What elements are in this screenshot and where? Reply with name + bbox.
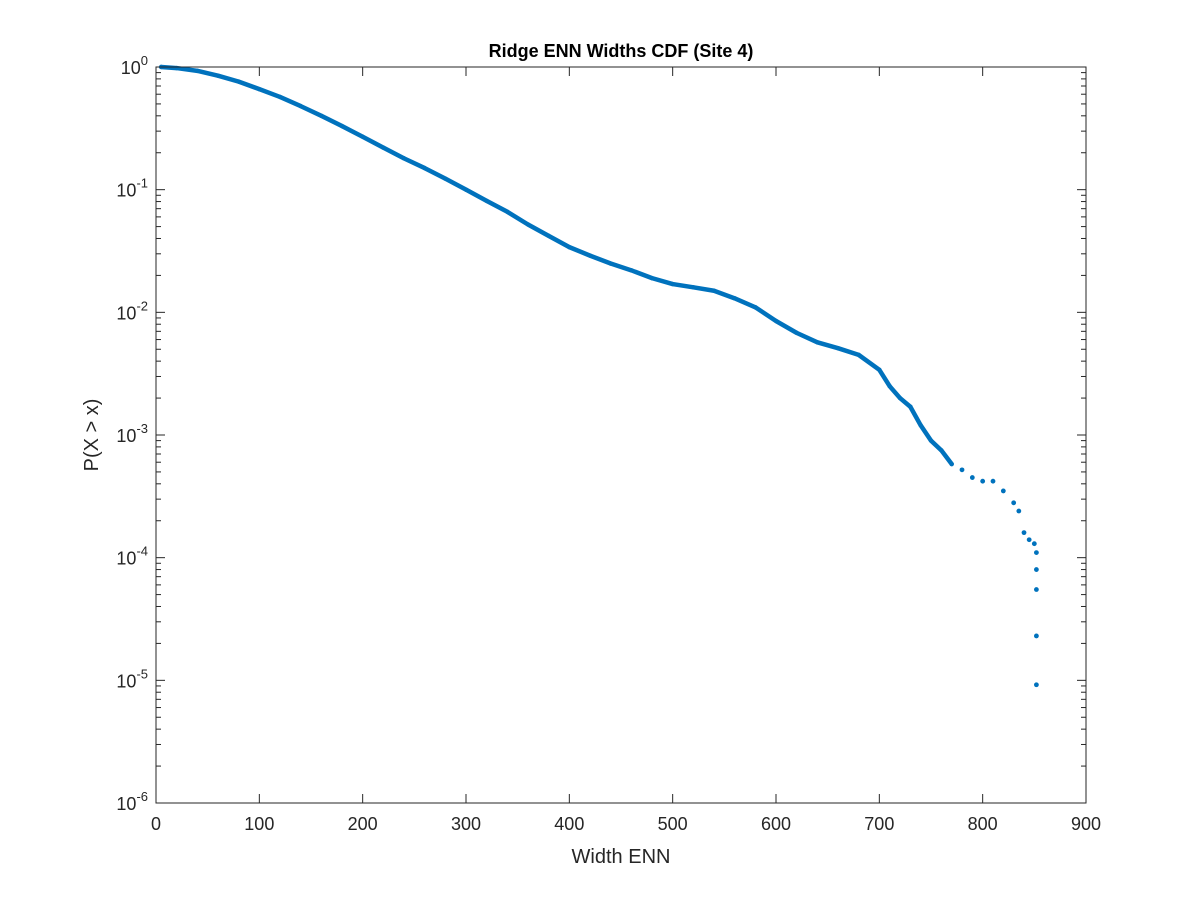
- plot-background: [156, 67, 1086, 803]
- y-tick-label: 100: [121, 53, 148, 78]
- data-point: [546, 233, 551, 239]
- data-series: [158, 64, 1039, 688]
- x-tick-label: 600: [761, 814, 791, 834]
- data-point: [1021, 530, 1027, 536]
- data-point: [608, 261, 613, 266]
- y-axis-label: P(X > x): [81, 399, 103, 472]
- x-tick-label: 900: [1071, 814, 1101, 834]
- data-point: [1031, 541, 1037, 547]
- data-point: [691, 285, 696, 290]
- y-tick-label: 10-1: [116, 176, 148, 201]
- data-point: [732, 296, 737, 301]
- data-point: [959, 467, 965, 473]
- x-tick-label: 500: [658, 814, 688, 834]
- data-point: [670, 281, 675, 287]
- data-point: [339, 123, 345, 129]
- data-point: [969, 475, 975, 480]
- data-point: [525, 222, 531, 227]
- y-tick-label: 10-6: [116, 789, 148, 814]
- data-point: [918, 423, 923, 428]
- plot-area: [156, 67, 1086, 803]
- x-tick-label: 100: [244, 814, 274, 834]
- data-point: [815, 340, 820, 345]
- data-point: [856, 352, 861, 358]
- data-point: [484, 198, 489, 204]
- data-point: [990, 478, 996, 484]
- data-point: [360, 134, 365, 139]
- y-tick-label: 10-5: [116, 666, 148, 691]
- x-tick-label: 700: [864, 814, 894, 834]
- data-point: [887, 383, 892, 389]
- data-point: [443, 176, 448, 181]
- y-tick-label: 10-4: [116, 544, 148, 569]
- data-point: [711, 288, 717, 293]
- x-tick-label: 0: [151, 814, 161, 834]
- data-point: [908, 404, 913, 409]
- data-point: [505, 209, 510, 214]
- data-point: [1026, 537, 1032, 543]
- data-point: [381, 145, 386, 150]
- data-point: [236, 79, 241, 84]
- x-axis-label: Width ENN: [572, 846, 671, 868]
- x-tick-label: 300: [451, 814, 481, 834]
- data-point: [649, 275, 655, 281]
- data-point: [463, 187, 469, 192]
- data-point: [1011, 500, 1017, 506]
- data-point: [1034, 567, 1039, 572]
- data-point: [1034, 682, 1039, 688]
- axes: 0 100 200 300 400 500 600 700 800 900 100 10-1 10-2 1…: [116, 53, 1101, 834]
- data-point: [298, 103, 303, 109]
- y-tick-label: 10-3: [116, 421, 148, 446]
- x-tick-label: 800: [968, 814, 998, 834]
- data-point: [567, 244, 572, 250]
- data-point: [835, 346, 841, 351]
- data-point: [215, 73, 221, 78]
- data-point: [195, 68, 200, 74]
- data-point: [277, 94, 283, 100]
- data-point: [319, 113, 324, 119]
- data-point: [1034, 587, 1039, 592]
- data-point: [939, 448, 944, 453]
- data-point: [1000, 488, 1006, 494]
- data-point: [794, 330, 799, 336]
- data-point: [401, 156, 407, 161]
- chart-title: Ridge ENN Widths CDF (Site 4): [489, 41, 754, 61]
- y-tick-label: 10-2: [116, 298, 148, 323]
- data-point: [629, 268, 634, 273]
- data-point: [980, 478, 986, 484]
- data-point: [257, 86, 262, 92]
- data-point: [1034, 633, 1039, 639]
- data-point: [949, 461, 954, 467]
- data-point: [1034, 550, 1039, 555]
- x-tick-label: 200: [348, 814, 378, 834]
- data-point: [422, 165, 427, 171]
- data-point: [587, 253, 593, 258]
- data-point: [773, 318, 779, 324]
- x-tick-label: 400: [554, 814, 584, 834]
- data-point: [897, 395, 903, 401]
- data-point: [928, 438, 934, 443]
- data-point: [1016, 508, 1022, 514]
- data-point: [877, 367, 882, 373]
- data-point: [753, 305, 758, 310]
